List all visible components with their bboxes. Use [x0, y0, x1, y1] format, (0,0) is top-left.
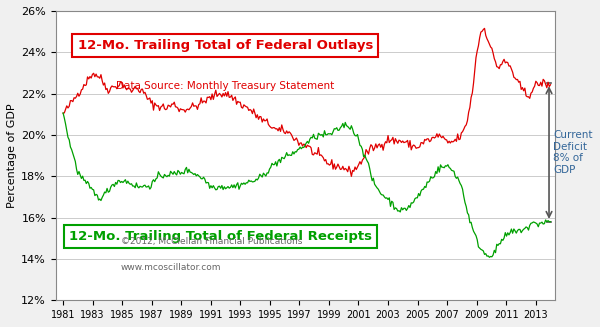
Text: ©2012, McClellan Financial Publications: ©2012, McClellan Financial Publications — [121, 237, 302, 246]
Text: Data Source: Monthly Treasury Statement: Data Source: Monthly Treasury Statement — [116, 81, 335, 91]
Text: 12-Mo. Trailing Total of Federal Receipts: 12-Mo. Trailing Total of Federal Receipt… — [69, 230, 372, 243]
Text: Current
Deficit
8% of
GDP: Current Deficit 8% of GDP — [553, 130, 593, 175]
Text: www.mcoscillator.com: www.mcoscillator.com — [121, 263, 221, 272]
Y-axis label: Percentage of GDP: Percentage of GDP — [7, 103, 17, 208]
Text: 12-Mo. Trailing Total of Federal Outlays: 12-Mo. Trailing Total of Federal Outlays — [78, 39, 373, 52]
